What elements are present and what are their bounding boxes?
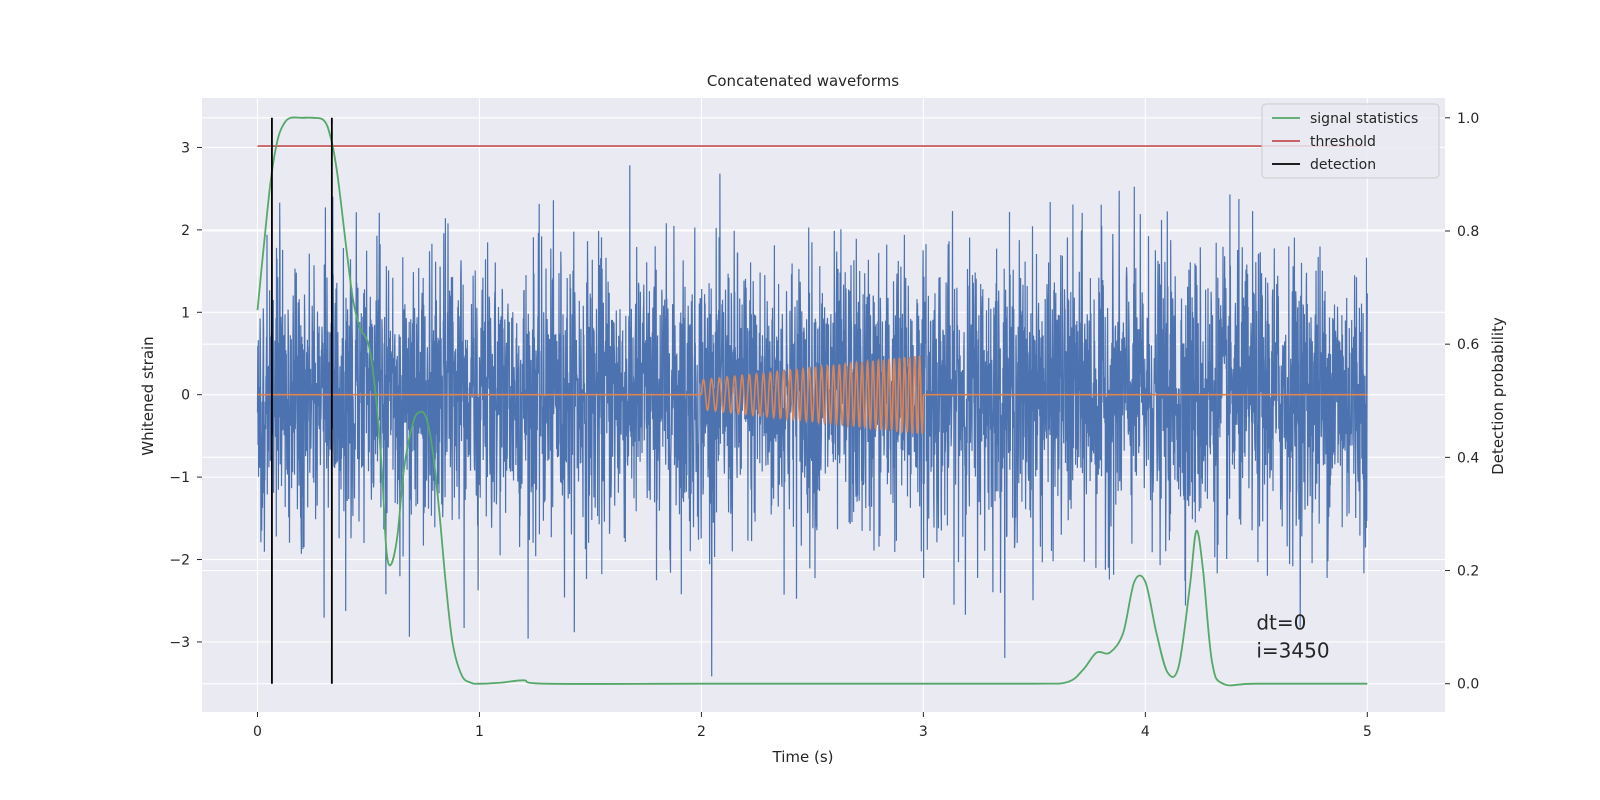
injected-waveform-line: [257, 355, 1368, 435]
x-axis-label: Time (s): [772, 748, 834, 766]
annotation: dt=0 i=3450: [1256, 611, 1329, 663]
whitened-strain-line: [256, 165, 1368, 677]
legend-box: [1261, 103, 1440, 179]
x-tick-label: 5: [1363, 724, 1372, 740]
y-tick-label: 0: [181, 388, 190, 404]
y-axis-label: Whitened strain: [139, 336, 157, 455]
y-right-tick-label: 0.8: [1457, 224, 1479, 240]
annotation-dt: dt=0: [1256, 611, 1306, 635]
y-tick-label: 1: [181, 305, 190, 321]
y-right-tick-label: 0.0: [1457, 677, 1479, 693]
y-tick-label: 3: [181, 140, 190, 156]
y-right-tick-label: 0.4: [1457, 450, 1479, 466]
y-right-tick-label: 0.6: [1457, 337, 1479, 353]
legend: signal statistics threshold detection: [1261, 103, 1440, 179]
chart-title: Concatenated waveforms: [707, 72, 899, 90]
y-tick-label: −2: [169, 553, 190, 569]
y-tick-label: 2: [181, 223, 190, 239]
x-tick-label: 1: [475, 724, 484, 740]
y-tick-label: −3: [169, 635, 190, 651]
legend-label: threshold: [1310, 134, 1376, 150]
y-axis-right-label: Detection probability: [1489, 317, 1507, 475]
legend-label: detection: [1310, 157, 1376, 173]
y-right-tick-label: 0.2: [1457, 564, 1479, 580]
x-tick-label: 3: [919, 724, 928, 740]
x-tick-label: 2: [697, 724, 706, 740]
y-tick-label: −1: [169, 470, 190, 486]
x-tick-label: 0: [253, 724, 262, 740]
annotation-index: i=3450: [1256, 639, 1329, 663]
y-right-tick-label: 1.0: [1457, 111, 1479, 127]
legend-label: signal statistics: [1310, 111, 1418, 127]
x-tick-label: 4: [1141, 724, 1150, 740]
